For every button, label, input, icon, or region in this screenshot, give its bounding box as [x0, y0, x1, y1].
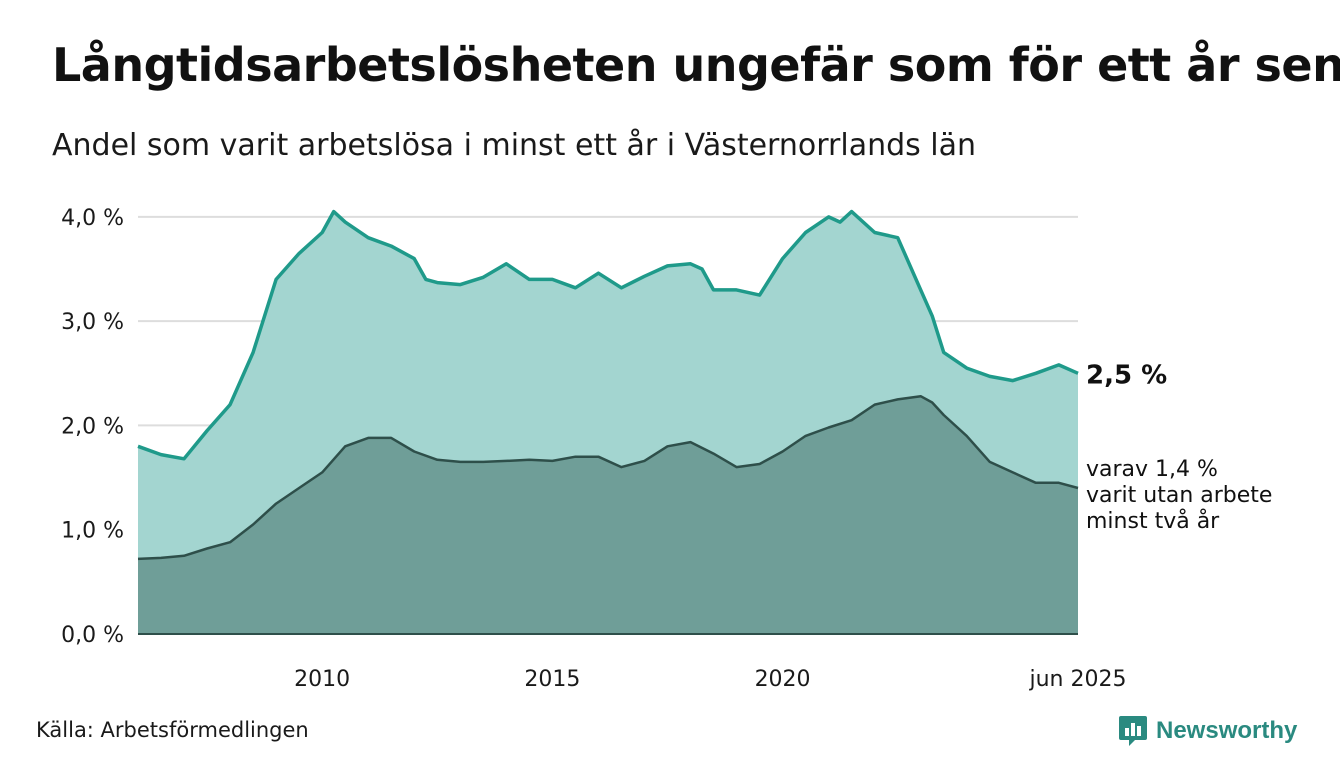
newsworthy-logo: Newsworthy	[1118, 714, 1297, 748]
source-note: Källa: Arbetsförmedlingen	[36, 718, 309, 742]
total-line	[137, 209, 1079, 461]
two-year-end-label: varav 1,4 %	[1086, 457, 1218, 482]
chat-chart-icon	[1119, 716, 1147, 746]
brand-name: Newsworthy	[1156, 717, 1298, 744]
y-tick-label: 2,0 %	[61, 414, 124, 439]
y-tick-label: 1,0 %	[61, 519, 124, 544]
two-year-area	[138, 396, 1078, 634]
x-tick-label: 2020	[755, 667, 811, 692]
y-tick-label: 0,0 %	[61, 623, 124, 648]
chart-subtitle: Andel som varit arbetslösa i minst ett å…	[52, 128, 977, 163]
total-end-label: 2,5 %	[1086, 360, 1167, 390]
y-tick-label: 3,0 %	[61, 310, 124, 335]
chart-title: Långtidsarbetslösheten ungefär som för e…	[52, 38, 1340, 92]
two-year-end-label: varit utan arbete	[1086, 483, 1272, 508]
y-tick-label: 4,0 %	[61, 206, 124, 231]
x-tick-label: 2015	[524, 667, 580, 692]
x-tick-label: jun 2025	[1029, 667, 1127, 692]
two-year-end-label: minst två år	[1086, 508, 1220, 534]
x-tick-label: 2010	[294, 667, 350, 692]
two-year-line	[137, 394, 1079, 561]
